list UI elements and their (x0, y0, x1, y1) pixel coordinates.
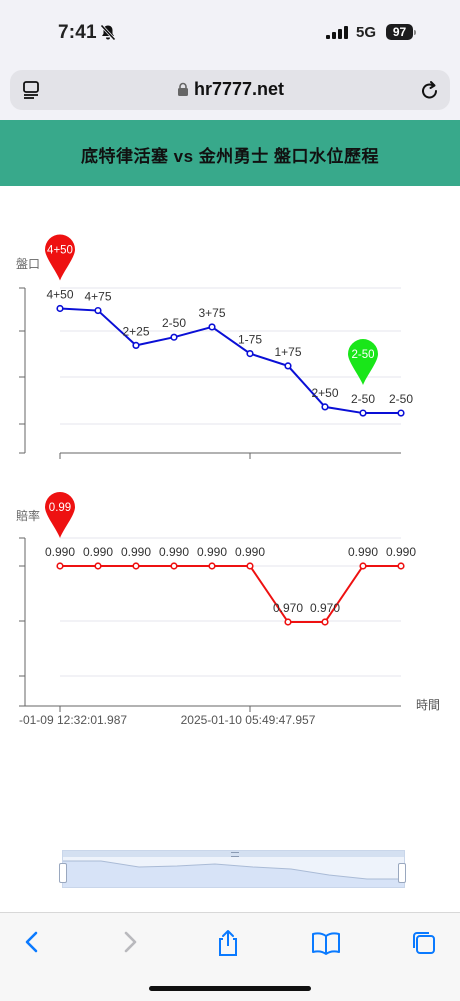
chart1-point (284, 362, 292, 370)
chart2-data-label: 0.990 (83, 545, 113, 559)
chart2-point (246, 562, 254, 570)
page-menu-icon[interactable] (22, 80, 42, 105)
share-icon[interactable] (215, 929, 241, 962)
chart2-data-label: 0.990 (45, 545, 75, 559)
chart2-data-label: 0.990 (235, 545, 265, 559)
chart1-point (56, 304, 64, 313)
chart2-point (208, 562, 216, 570)
chart1-point (170, 333, 178, 341)
status-time: 7:41 (58, 22, 97, 43)
chart2-point (397, 562, 405, 570)
page-title: 底特律活塞 vs 金州勇士 盤口水位歷程 (80, 147, 380, 166)
home-indicator (149, 986, 311, 991)
odds-history-chart: 盤口 4+50 4+75 2+25 2-50 3+75 1-75 1+75 2+50 2-50 2-… (16, 234, 440, 727)
back-icon[interactable] (20, 929, 44, 960)
chart2-max-pin (45, 492, 75, 538)
zoom-preview (63, 860, 404, 887)
bell-slash-icon (100, 24, 116, 46)
chart2-data-label: 0.990 (348, 545, 378, 559)
chart1-max-pin-label: 4+50 (47, 245, 73, 257)
chart2-x-tick-label: -01-09 12:32:01.987 (19, 713, 127, 727)
chart1-min-pin (348, 339, 378, 386)
zoom-grip-icon[interactable] (231, 852, 239, 857)
url-text[interactable]: hr7777.net (194, 79, 285, 99)
chart1-max-pin (45, 234, 75, 281)
chart1-data-label: 4+75 (84, 290, 111, 304)
chart2-point (132, 562, 140, 570)
chart2-ylabel: 賠率 (16, 508, 40, 523)
chart1-data-label: 2-50 (351, 392, 375, 406)
chart2-point (321, 618, 329, 626)
chart2-x-tick-label: 2025-01-10 05:49:47.957 (181, 713, 316, 727)
chart2-data-label: 0.970 (273, 601, 303, 615)
chart2-point (359, 562, 367, 570)
chart2-point (94, 562, 102, 570)
network-type: 5G (356, 24, 377, 41)
chart1-data-label: 4+50 (46, 288, 73, 302)
chart1-point (132, 341, 140, 350)
page-header: 底特律活塞 vs 金州勇士 盤口水位歷程 (0, 120, 460, 186)
battery-tip (414, 30, 416, 35)
chart2-data-label: 0.990 (197, 545, 227, 559)
chart1-ylabel: 盤口 (16, 257, 40, 271)
chart1-data-label: 2-50 (162, 316, 186, 330)
reload-icon[interactable] (420, 79, 440, 106)
forward-icon[interactable] (118, 929, 142, 960)
status-bar: 7:41 5G 97 (0, 0, 460, 62)
bookmarks-icon[interactable] (311, 929, 341, 962)
battery-icon: 97 (386, 24, 413, 40)
chart1-point (321, 403, 329, 411)
chart2-max-pin-label: 0.99 (49, 502, 71, 514)
chart1-point (397, 409, 405, 417)
browser-address-area: hr7777.net (0, 62, 460, 120)
chart1-data-label: 1-75 (238, 333, 262, 347)
chart1-point (359, 409, 367, 417)
zoom-handle-right[interactable] (398, 863, 406, 883)
chart1-point (246, 350, 254, 358)
lock-icon (177, 82, 189, 102)
chart2-series-line (60, 565, 401, 623)
data-zoom-slider[interactable] (59, 850, 406, 888)
chart2-point (284, 618, 292, 626)
chart2-data-label: 0.970 (310, 601, 340, 615)
chart2-data-label: 0.990 (159, 545, 189, 559)
zoom-drag-bar[interactable] (63, 851, 404, 857)
chart2-point (56, 562, 64, 570)
chart2-xlabel: 時間 (416, 698, 440, 712)
chart1-min-pin-label: 2-50 (351, 349, 374, 361)
signal-icon (326, 26, 348, 44)
chart1-data-label: 2+50 (311, 386, 338, 400)
chart1-data-label: 2-50 (389, 392, 413, 406)
chart2-data-label: 0.990 (121, 545, 151, 559)
tabs-icon[interactable] (410, 929, 438, 962)
chart1-data-label: 3+75 (198, 306, 225, 320)
zoom-handle-left[interactable] (59, 863, 67, 883)
chart1-series-line (59, 307, 401, 415)
chart1-data-label: 2+25 (122, 324, 149, 338)
chart2-data-label: 0.990 (386, 545, 416, 559)
chart1-data-label: 1+75 (274, 345, 301, 359)
chart2-point (170, 562, 178, 570)
address-bar[interactable]: hr7777.net (10, 70, 450, 110)
chart1-point (94, 306, 102, 315)
chart1-point (208, 323, 216, 331)
